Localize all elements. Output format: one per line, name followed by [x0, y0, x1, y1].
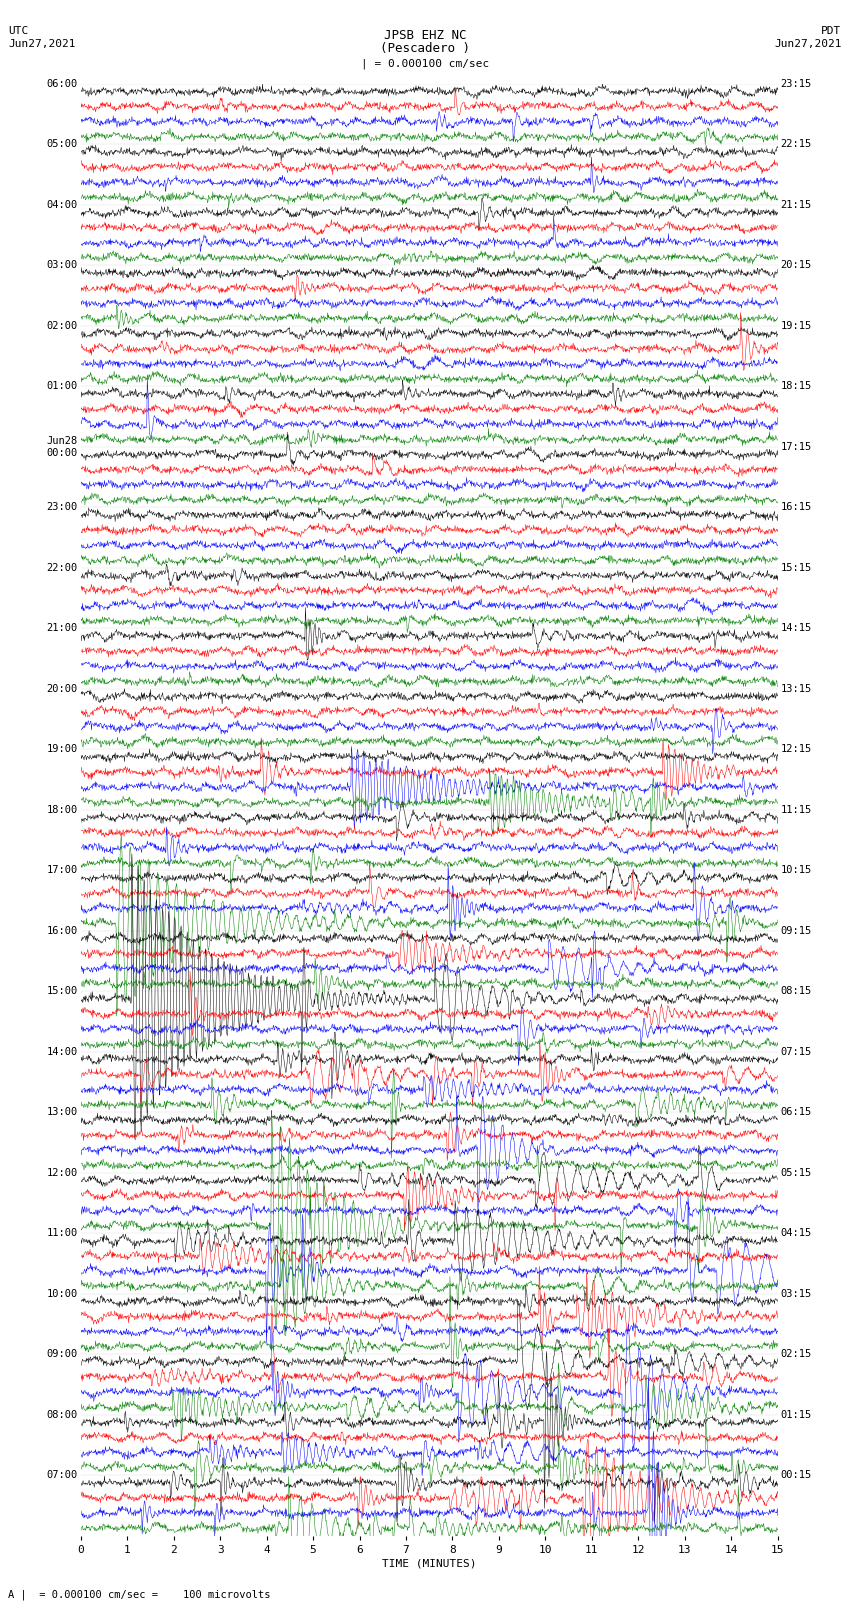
Text: Jun27,2021: Jun27,2021: [8, 39, 76, 48]
X-axis label: TIME (MINUTES): TIME (MINUTES): [382, 1558, 477, 1569]
Text: (Pescadero ): (Pescadero ): [380, 42, 470, 55]
Text: PDT: PDT: [821, 26, 842, 35]
Text: JPSB EHZ NC: JPSB EHZ NC: [383, 29, 467, 42]
Text: | = 0.000100 cm/sec: | = 0.000100 cm/sec: [361, 58, 489, 69]
Text: Jun27,2021: Jun27,2021: [774, 39, 842, 48]
Text: A |  = 0.000100 cm/sec =    100 microvolts: A | = 0.000100 cm/sec = 100 microvolts: [8, 1589, 271, 1600]
Text: UTC: UTC: [8, 26, 29, 35]
